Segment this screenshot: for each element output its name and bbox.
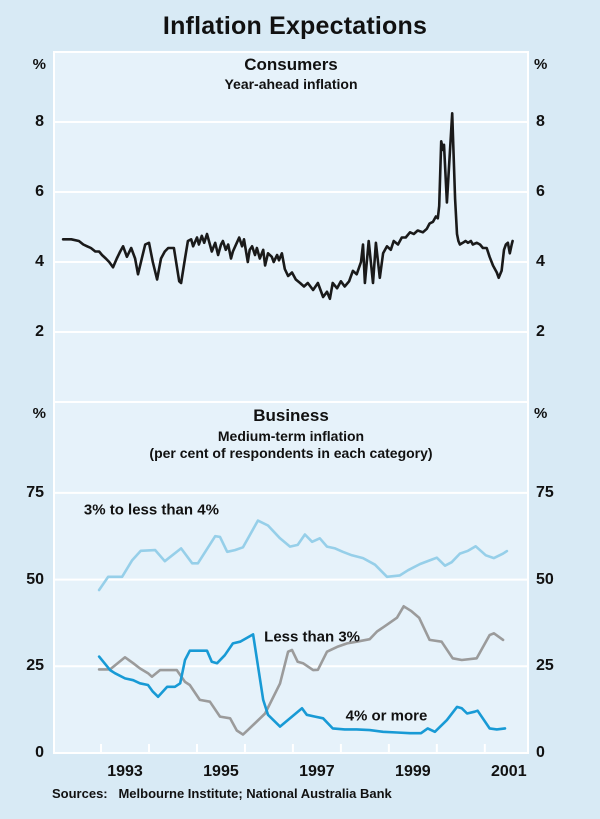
series-line-consumer-year-ahead-inflation bbox=[61, 112, 514, 301]
plot-area-top bbox=[54, 52, 528, 402]
plot-area-bottom bbox=[54, 402, 528, 753]
series-line-4pct-or-more bbox=[97, 633, 507, 735]
series-line-less-than-3pct bbox=[97, 604, 505, 736]
series-line-3pct-to-less-than-4pct bbox=[97, 519, 509, 592]
plot-frame-bottom bbox=[53, 401, 529, 754]
